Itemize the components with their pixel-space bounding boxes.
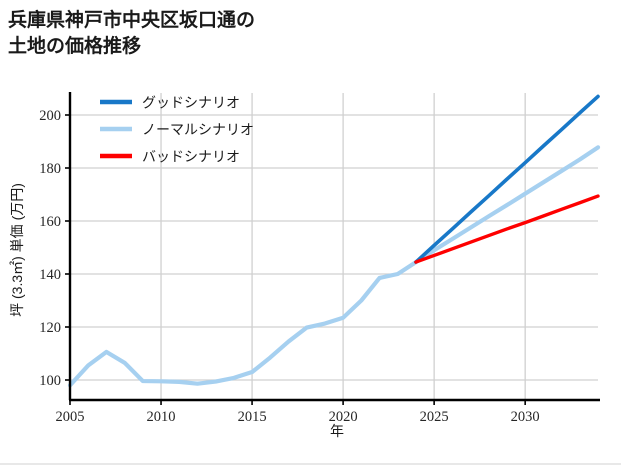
x-tick-label: 2025	[420, 409, 449, 425]
y-tick-label: 180	[39, 161, 61, 177]
x-tick-label: 2030	[511, 409, 540, 425]
y-tick-label: 140	[39, 267, 61, 283]
x-tick-label: 2010	[147, 409, 176, 425]
x-tick-labels-group: 2005 2010 2015 2020 2025 2030	[56, 409, 540, 425]
series-line-ノーマルシナリオ	[67, 145, 601, 388]
legend-label-good: グッドシナリオ	[142, 96, 240, 112]
axis-lines-group	[68, 92, 600, 402]
x-tick-label: 2020	[329, 409, 358, 425]
series-line-グッドシナリオ	[414, 94, 600, 264]
series-line-バッドシナリオ	[414, 194, 600, 264]
legend-label-bad: バッドシナリオ	[142, 151, 240, 166]
series-group	[67, 94, 601, 388]
tick-marks-group	[65, 114, 526, 405]
y-tick-label: 160	[39, 214, 61, 230]
gridlines-group	[69, 93, 598, 400]
x-tick-label: 2015	[238, 409, 267, 425]
page-title: 兵庫県神戸市中央区坂口通の 土地の価格推移	[8, 10, 256, 57]
x-tick-label: 2005	[56, 409, 85, 425]
x-axis-title: 年	[330, 423, 344, 439]
y-tick-label: 100	[39, 373, 61, 389]
y-tick-label: 200	[39, 108, 61, 124]
legend-label-normal: ノーマルシナリオ	[142, 124, 254, 139]
y-axis-title: 坪 (3.3㎡) 単価 (万円)	[9, 183, 25, 317]
y-tick-label: 120	[39, 320, 61, 336]
y-tick-labels-group: 100 120 140 160 180 200	[39, 108, 61, 389]
